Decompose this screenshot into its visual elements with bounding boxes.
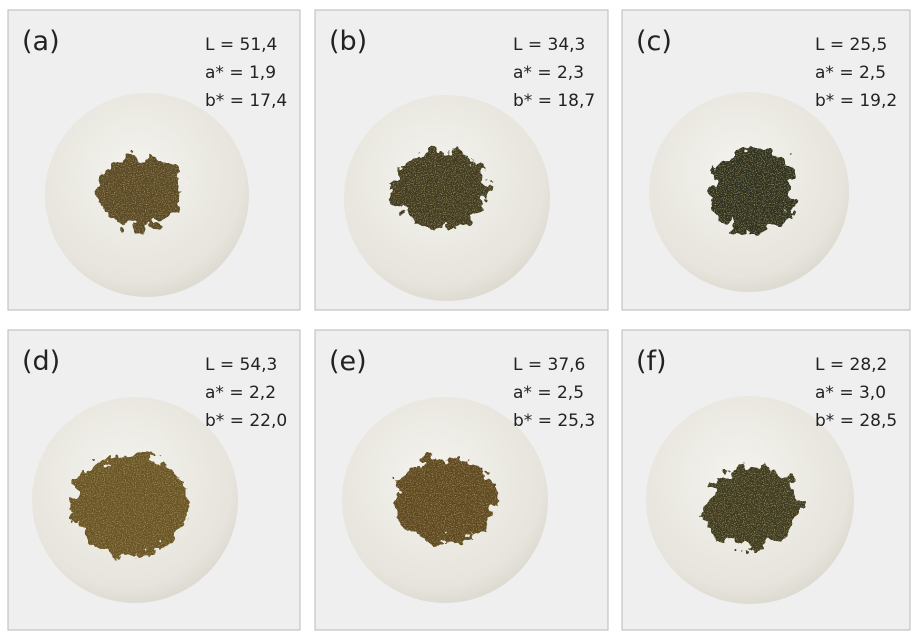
color-value: L = 51,4 — [205, 35, 277, 55]
color-value: L = 37,6 — [513, 355, 585, 375]
color-value: a* = 2,5 — [513, 383, 584, 403]
color-value: L = 54,3 — [205, 355, 277, 375]
color-value: a* = 3,0 — [815, 383, 886, 403]
color-value: a* = 1,9 — [205, 63, 276, 83]
color-value: a* = 2,3 — [513, 63, 584, 83]
color-value: b* = 19,2 — [815, 91, 897, 111]
color-value: b* = 17,4 — [205, 91, 287, 111]
panel-label: (e) — [329, 346, 367, 377]
sample-pile — [96, 157, 184, 227]
color-value: b* = 28,5 — [815, 411, 897, 431]
figure: (a) L = 51,4 a* = 1,9 b* = 17,4 (b) L = 34,3 a… — [0, 0, 912, 631]
sample-pile — [72, 455, 188, 555]
color-value: a* = 2,2 — [205, 383, 276, 403]
color-value: L = 28,2 — [815, 355, 887, 375]
panel-label: (b) — [329, 26, 367, 57]
panel-label: (a) — [22, 26, 60, 57]
color-value: b* = 22,0 — [205, 411, 287, 431]
color-value: a* = 2,5 — [815, 63, 886, 83]
sample-pile — [710, 148, 794, 232]
color-value: L = 25,5 — [815, 35, 887, 55]
color-value: L = 34,3 — [513, 35, 585, 55]
sample-pile — [393, 458, 497, 542]
sample-pile — [392, 150, 488, 230]
panel-label: (c) — [636, 26, 672, 57]
color-value: b* = 25,3 — [513, 411, 595, 431]
sample-pile — [706, 466, 798, 550]
panel-label: (f) — [636, 346, 667, 377]
panel-label: (d) — [22, 346, 60, 377]
color-value: b* = 18,7 — [513, 91, 595, 111]
